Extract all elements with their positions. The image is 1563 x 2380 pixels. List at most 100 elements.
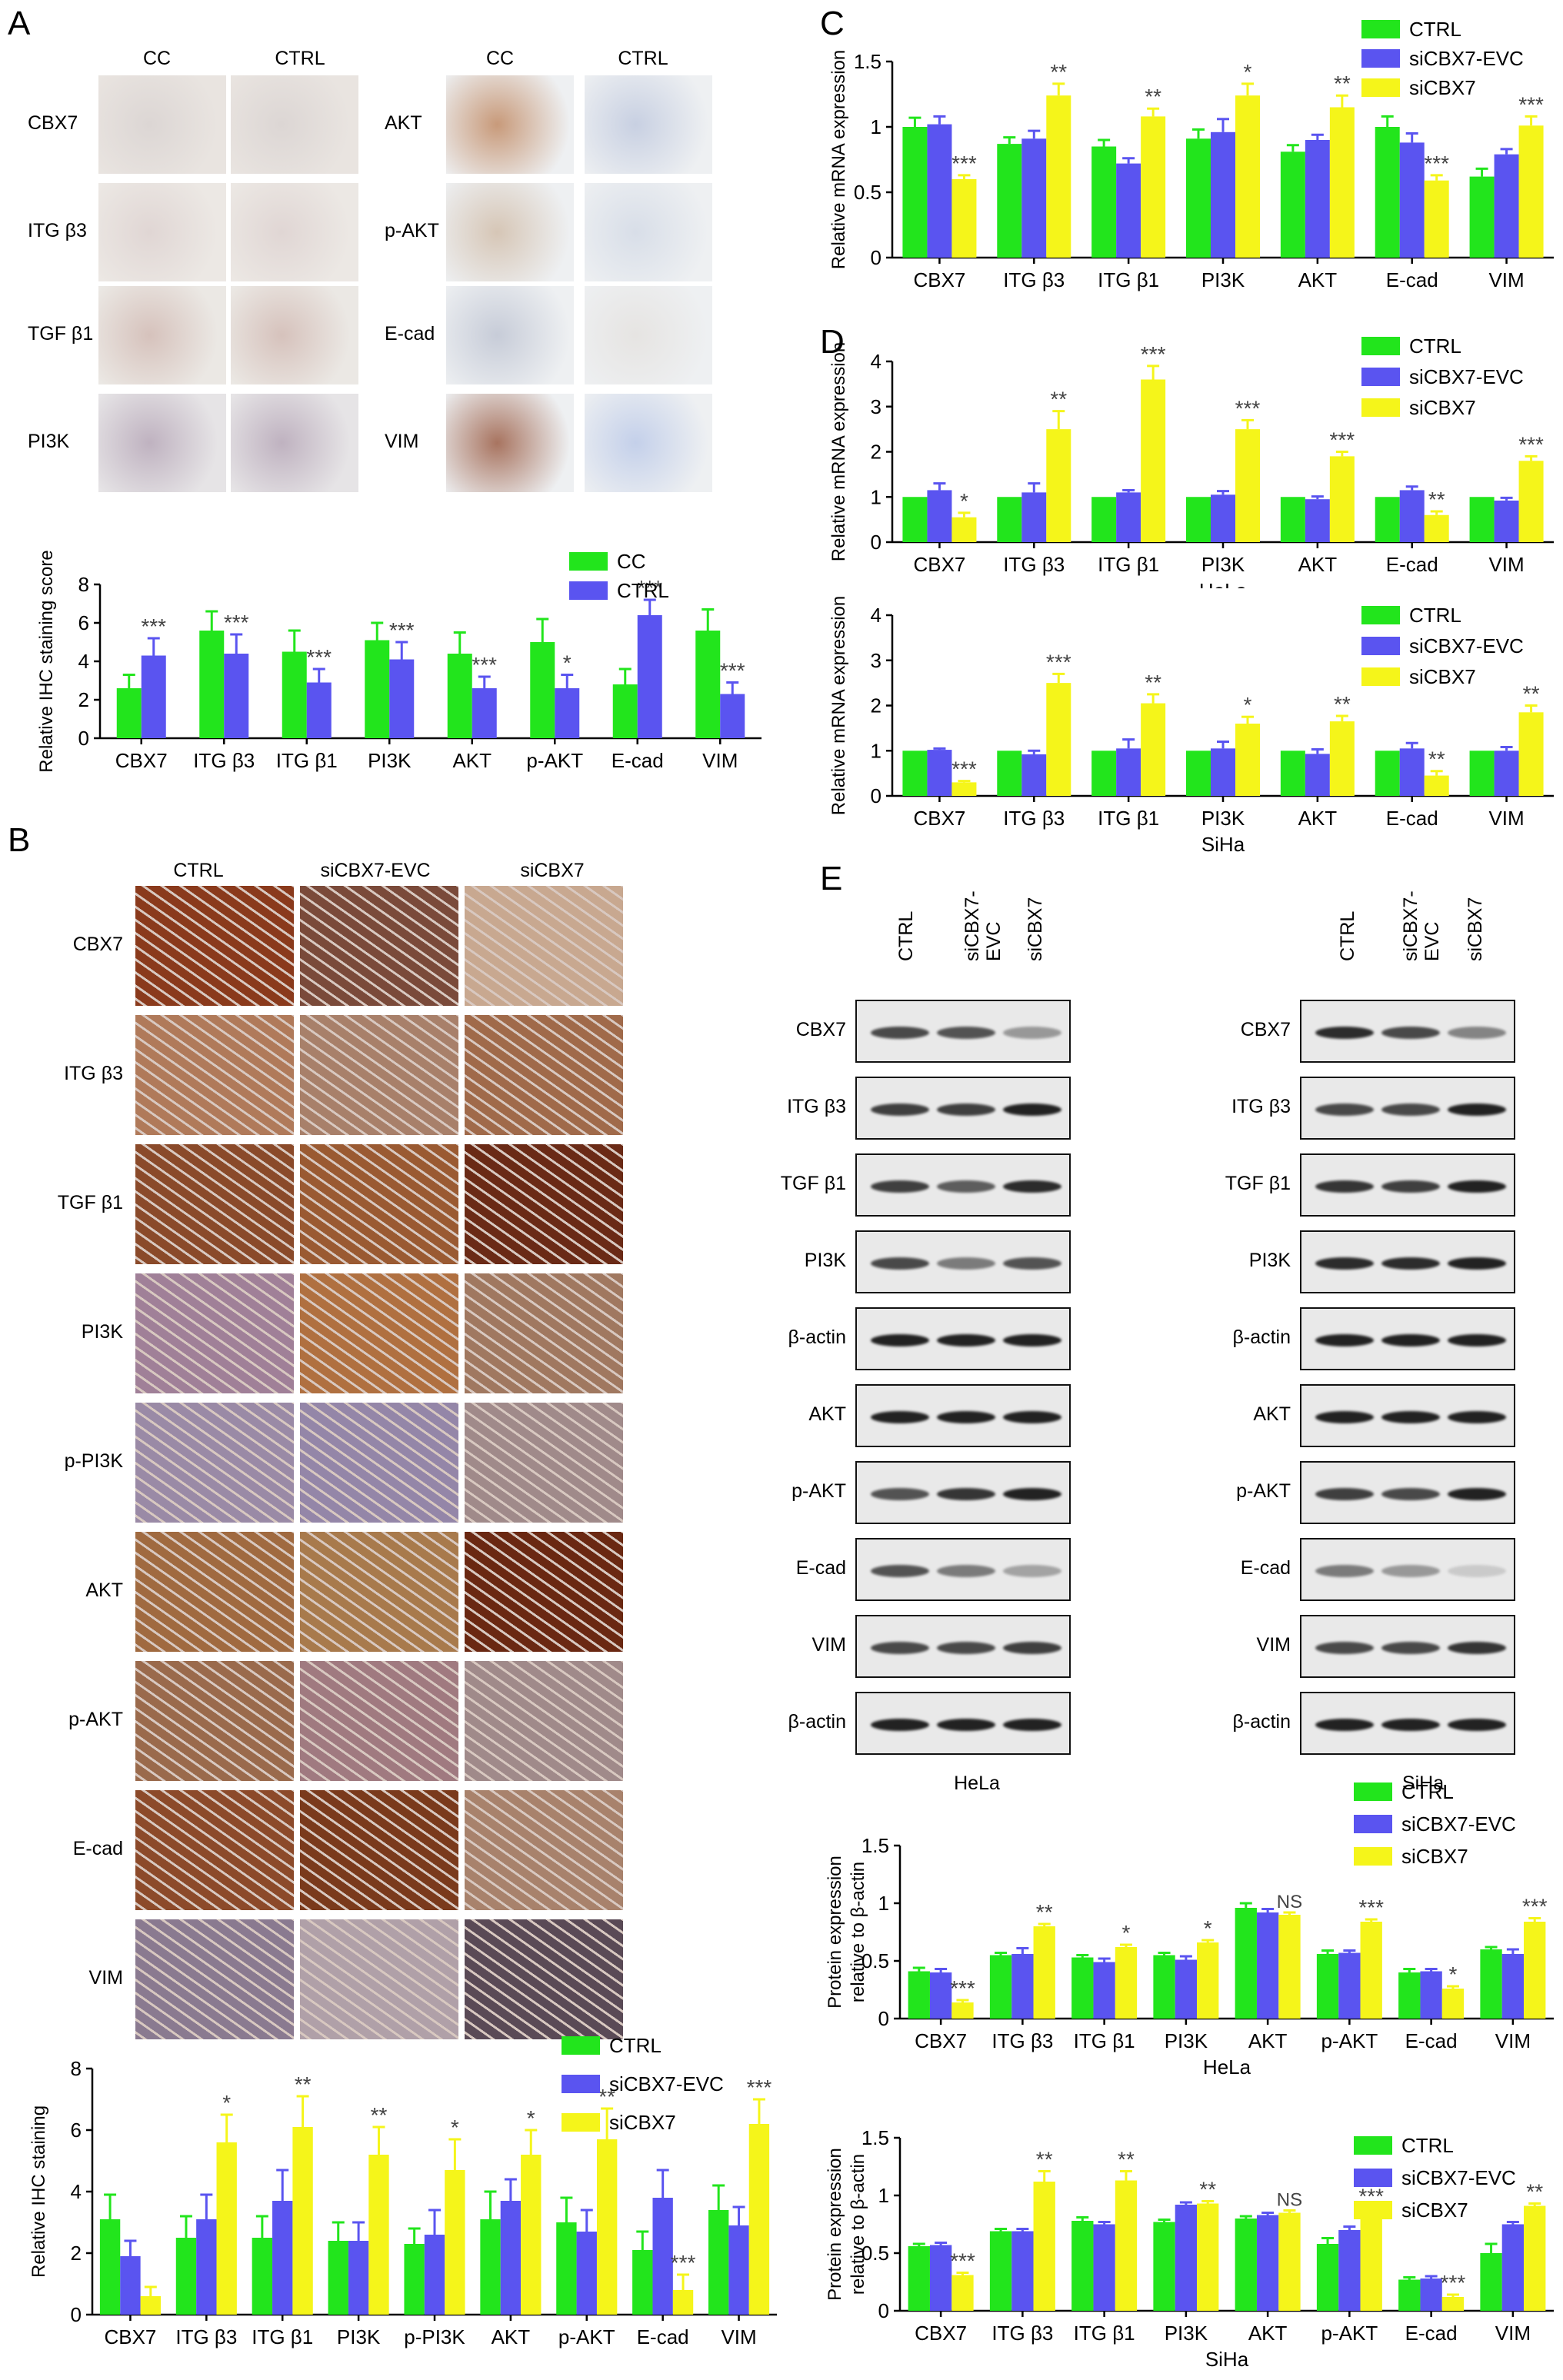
legend-label: siCBX7-EVC — [1401, 2166, 1516, 2189]
significance-marker: ** — [1334, 72, 1351, 95]
bar-sicbx7 — [216, 2142, 237, 2315]
bar-ctrl — [1153, 2222, 1175, 2311]
bar-ctrl — [328, 2241, 348, 2315]
bar-ctrl — [175, 2238, 197, 2315]
significance-marker: ** — [1145, 671, 1161, 694]
x-axis-label: SiHa — [1205, 2348, 1249, 2371]
ihc-micrograph — [300, 1144, 458, 1264]
panel-b-row-vim: VIM — [88, 1967, 123, 1989]
bar-ctrl — [989, 1955, 1012, 2019]
protein-band — [1381, 1719, 1440, 1731]
bar-sicbx7 — [1424, 180, 1449, 258]
significance-marker: ** — [1050, 60, 1067, 84]
bar-ctrl — [1186, 138, 1211, 258]
bar-sicbx7-evc — [927, 124, 952, 258]
y-tick-label: 1.5 — [861, 1834, 889, 1857]
protein-band — [1003, 1565, 1061, 1577]
bar-sicbx7 — [1141, 703, 1166, 796]
bar-sicbx7 — [1046, 683, 1071, 796]
ihc-micrograph — [465, 1273, 623, 1393]
bar-sicbx7-evc — [1420, 2278, 1442, 2311]
panel-e-row-p-akt: p-AKT — [791, 1480, 846, 1502]
y-tick-label: 8 — [71, 2057, 82, 2080]
protein-band — [1448, 1488, 1506, 1500]
bar-sicbx7-evc — [1021, 754, 1047, 796]
y-tick-label: 2 — [871, 441, 881, 464]
bar-ctrl — [1469, 176, 1495, 258]
protein-band — [871, 1180, 929, 1193]
protein-band — [1381, 1334, 1440, 1346]
ihc-micrograph — [300, 1661, 458, 1781]
bar-ctrl — [1398, 2279, 1421, 2311]
blot-strip — [1300, 1384, 1515, 1447]
panel-a-col-cc: CC — [485, 48, 515, 69]
bar-sicbx7 — [596, 2139, 618, 2315]
x-tick-label: ITG β3 — [1003, 268, 1065, 291]
y-tick-label: 4 — [871, 350, 881, 373]
bar-ctrl — [1375, 127, 1400, 258]
bar-sicbx7-evc — [1256, 1912, 1279, 2019]
bar-sicbx7-evc — [1399, 748, 1425, 796]
ihc-micrograph — [98, 286, 226, 384]
panel-a-row-vim: VIM — [385, 431, 419, 452]
panel-b-row-e-cad: E-cad — [72, 1838, 123, 1859]
protein-band — [937, 1411, 995, 1423]
bar-ctrl — [1071, 2221, 1094, 2311]
protein-band — [1448, 1642, 1506, 1654]
bar-ctrl — [556, 2222, 577, 2315]
ihc-micrograph — [135, 1661, 294, 1781]
protein-band — [1381, 1180, 1440, 1193]
bar-sicbx7-evc — [927, 750, 952, 796]
panel-a-row-p-akt: p-AKT — [385, 220, 439, 241]
x-tick-label: p-AKT — [526, 749, 583, 772]
x-tick-label: ITG β1 — [252, 2325, 313, 2348]
protein-band — [1448, 1257, 1506, 1270]
bar-sicbx7 — [1235, 95, 1260, 258]
y-tick-label: 0 — [871, 784, 881, 807]
protein-band — [937, 1488, 995, 1500]
protein-band — [1315, 1334, 1374, 1346]
bar-ctrl — [902, 751, 928, 796]
panel-e-row-vim: VIM — [811, 1634, 846, 1656]
legend-swatch — [1354, 2136, 1392, 2155]
significance-marker: *** — [637, 576, 662, 600]
x-tick-label: ITG β3 — [991, 2029, 1053, 2052]
significance-marker: ** — [1118, 2148, 1135, 2172]
bar-ctrl — [1480, 2253, 1502, 2311]
bar-sicbx7-evc — [1494, 154, 1519, 258]
bar-sicbx7 — [292, 2127, 313, 2315]
panel-a-row-akt: AKT — [385, 112, 422, 134]
y-tick-label: 4 — [71, 2180, 82, 2203]
bar-sicbx7 — [951, 517, 977, 542]
bar-ctrl — [902, 497, 928, 542]
protein-band — [1003, 1488, 1061, 1500]
bar-sicbx7-evc — [500, 2201, 522, 2315]
x-tick-label: PI3K — [1165, 2322, 1208, 2345]
protein-band — [937, 1027, 995, 1039]
x-tick-label: CBX7 — [115, 749, 168, 772]
x-tick-label: ITG β3 — [1003, 807, 1065, 830]
bar-sicbx7-evc — [1399, 490, 1425, 542]
bar-ctrl — [1091, 146, 1117, 258]
bar-sicbx7-evc — [927, 490, 952, 542]
x-tick-label: AKT — [1298, 553, 1338, 576]
x-tick-label: ITG β1 — [1074, 2029, 1135, 2052]
x-tick-label: VIM — [702, 749, 738, 772]
y-tick-label: 1 — [871, 739, 881, 762]
significance-marker: *** — [1518, 92, 1544, 116]
chart-a-plot: 0 2 4 6 8 Relative IHC staining score CBX7 *** I… — [36, 550, 762, 773]
legend-label: CTRL — [1409, 604, 1461, 627]
protein-band — [1315, 1103, 1374, 1116]
panel-e-row-e-cad: E-cad — [1240, 1557, 1291, 1579]
ihc-micrograph — [98, 75, 226, 174]
bar-sicbx7 — [951, 2002, 974, 2019]
bar-sicbx7 — [1441, 2297, 1465, 2311]
bar-ctrl — [1071, 1957, 1094, 2019]
bar-sicbx7-evc — [1175, 1959, 1198, 2019]
chart-e-hela-protein: 0 0.5 1 1.5 Protein expression relative to β-… — [825, 1780, 1554, 2079]
significance-marker: ** — [598, 2085, 615, 2109]
bar-ctrl — [1316, 2244, 1339, 2311]
legend-swatch — [1354, 1815, 1392, 1833]
y-axis-label: Relative mRNA expression — [828, 596, 849, 815]
